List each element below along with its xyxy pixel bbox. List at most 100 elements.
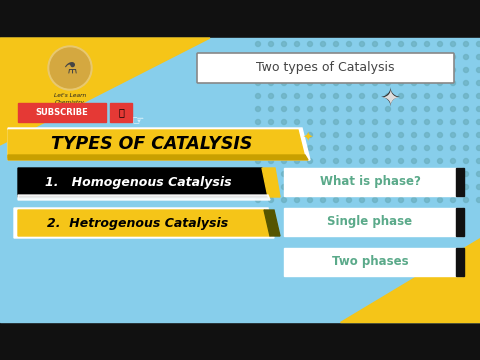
Circle shape: [411, 120, 417, 125]
Polygon shape: [18, 168, 268, 197]
Circle shape: [385, 41, 391, 46]
Circle shape: [308, 41, 312, 46]
Circle shape: [372, 107, 377, 112]
Circle shape: [268, 41, 274, 46]
Bar: [110, 103, 132, 122]
Circle shape: [424, 68, 430, 72]
Circle shape: [477, 68, 480, 72]
Circle shape: [424, 54, 430, 59]
Circle shape: [347, 132, 351, 138]
Circle shape: [281, 184, 287, 189]
Circle shape: [334, 145, 338, 150]
Circle shape: [451, 41, 456, 46]
FancyBboxPatch shape: [197, 53, 454, 83]
Circle shape: [295, 198, 300, 202]
Circle shape: [360, 145, 364, 150]
Circle shape: [255, 54, 261, 59]
Circle shape: [477, 54, 480, 59]
Circle shape: [451, 132, 456, 138]
Circle shape: [477, 132, 480, 138]
Circle shape: [398, 145, 404, 150]
Bar: [18, 103, 106, 122]
Circle shape: [437, 120, 443, 125]
Text: SUBSCRIBE: SUBSCRIBE: [36, 108, 88, 117]
Circle shape: [347, 54, 351, 59]
Circle shape: [464, 54, 468, 59]
Circle shape: [424, 41, 430, 46]
Circle shape: [372, 81, 377, 85]
Circle shape: [308, 68, 312, 72]
Text: ⚗: ⚗: [63, 60, 77, 76]
Circle shape: [360, 198, 364, 202]
Circle shape: [347, 158, 351, 163]
Circle shape: [255, 120, 261, 125]
Circle shape: [385, 120, 391, 125]
Circle shape: [398, 107, 404, 112]
Circle shape: [321, 120, 325, 125]
Text: ✦: ✦: [303, 131, 313, 144]
Text: What is phase?: What is phase?: [320, 175, 420, 189]
Polygon shape: [262, 168, 280, 197]
Circle shape: [360, 184, 364, 189]
Circle shape: [334, 81, 338, 85]
Circle shape: [385, 198, 391, 202]
Circle shape: [334, 120, 338, 125]
Circle shape: [321, 107, 325, 112]
Bar: [456, 208, 464, 236]
Bar: [0, 322, 480, 360]
Circle shape: [411, 184, 417, 189]
Circle shape: [411, 54, 417, 59]
Circle shape: [360, 171, 364, 176]
Circle shape: [255, 145, 261, 150]
Circle shape: [268, 158, 274, 163]
Circle shape: [268, 198, 274, 202]
Circle shape: [477, 120, 480, 125]
Circle shape: [437, 171, 443, 176]
Text: 🔔: 🔔: [118, 108, 124, 117]
Text: 1.   Homogenous Catalysis: 1. Homogenous Catalysis: [45, 176, 231, 189]
Circle shape: [321, 68, 325, 72]
Circle shape: [321, 198, 325, 202]
Polygon shape: [8, 155, 308, 160]
Circle shape: [477, 41, 480, 46]
Circle shape: [424, 120, 430, 125]
Circle shape: [437, 132, 443, 138]
Polygon shape: [340, 238, 480, 322]
Circle shape: [321, 184, 325, 189]
Circle shape: [451, 198, 456, 202]
Circle shape: [334, 41, 338, 46]
Circle shape: [255, 107, 261, 112]
Circle shape: [398, 120, 404, 125]
Circle shape: [255, 68, 261, 72]
Circle shape: [451, 68, 456, 72]
Circle shape: [295, 132, 300, 138]
Circle shape: [424, 198, 430, 202]
Circle shape: [424, 107, 430, 112]
Circle shape: [334, 184, 338, 189]
Circle shape: [334, 107, 338, 112]
Circle shape: [268, 145, 274, 150]
Circle shape: [308, 145, 312, 150]
Circle shape: [281, 198, 287, 202]
Bar: [284, 168, 462, 196]
Circle shape: [308, 184, 312, 189]
Circle shape: [281, 81, 287, 85]
Circle shape: [295, 107, 300, 112]
Circle shape: [398, 81, 404, 85]
Circle shape: [360, 94, 364, 99]
Circle shape: [424, 184, 430, 189]
Polygon shape: [264, 210, 280, 236]
Circle shape: [464, 107, 468, 112]
Circle shape: [281, 41, 287, 46]
Text: ✧: ✧: [380, 88, 400, 112]
Circle shape: [295, 120, 300, 125]
Circle shape: [372, 54, 377, 59]
Circle shape: [334, 94, 338, 99]
Circle shape: [321, 41, 325, 46]
Circle shape: [372, 171, 377, 176]
Circle shape: [385, 145, 391, 150]
Circle shape: [372, 94, 377, 99]
Circle shape: [424, 145, 430, 150]
Circle shape: [385, 132, 391, 138]
Circle shape: [385, 184, 391, 189]
